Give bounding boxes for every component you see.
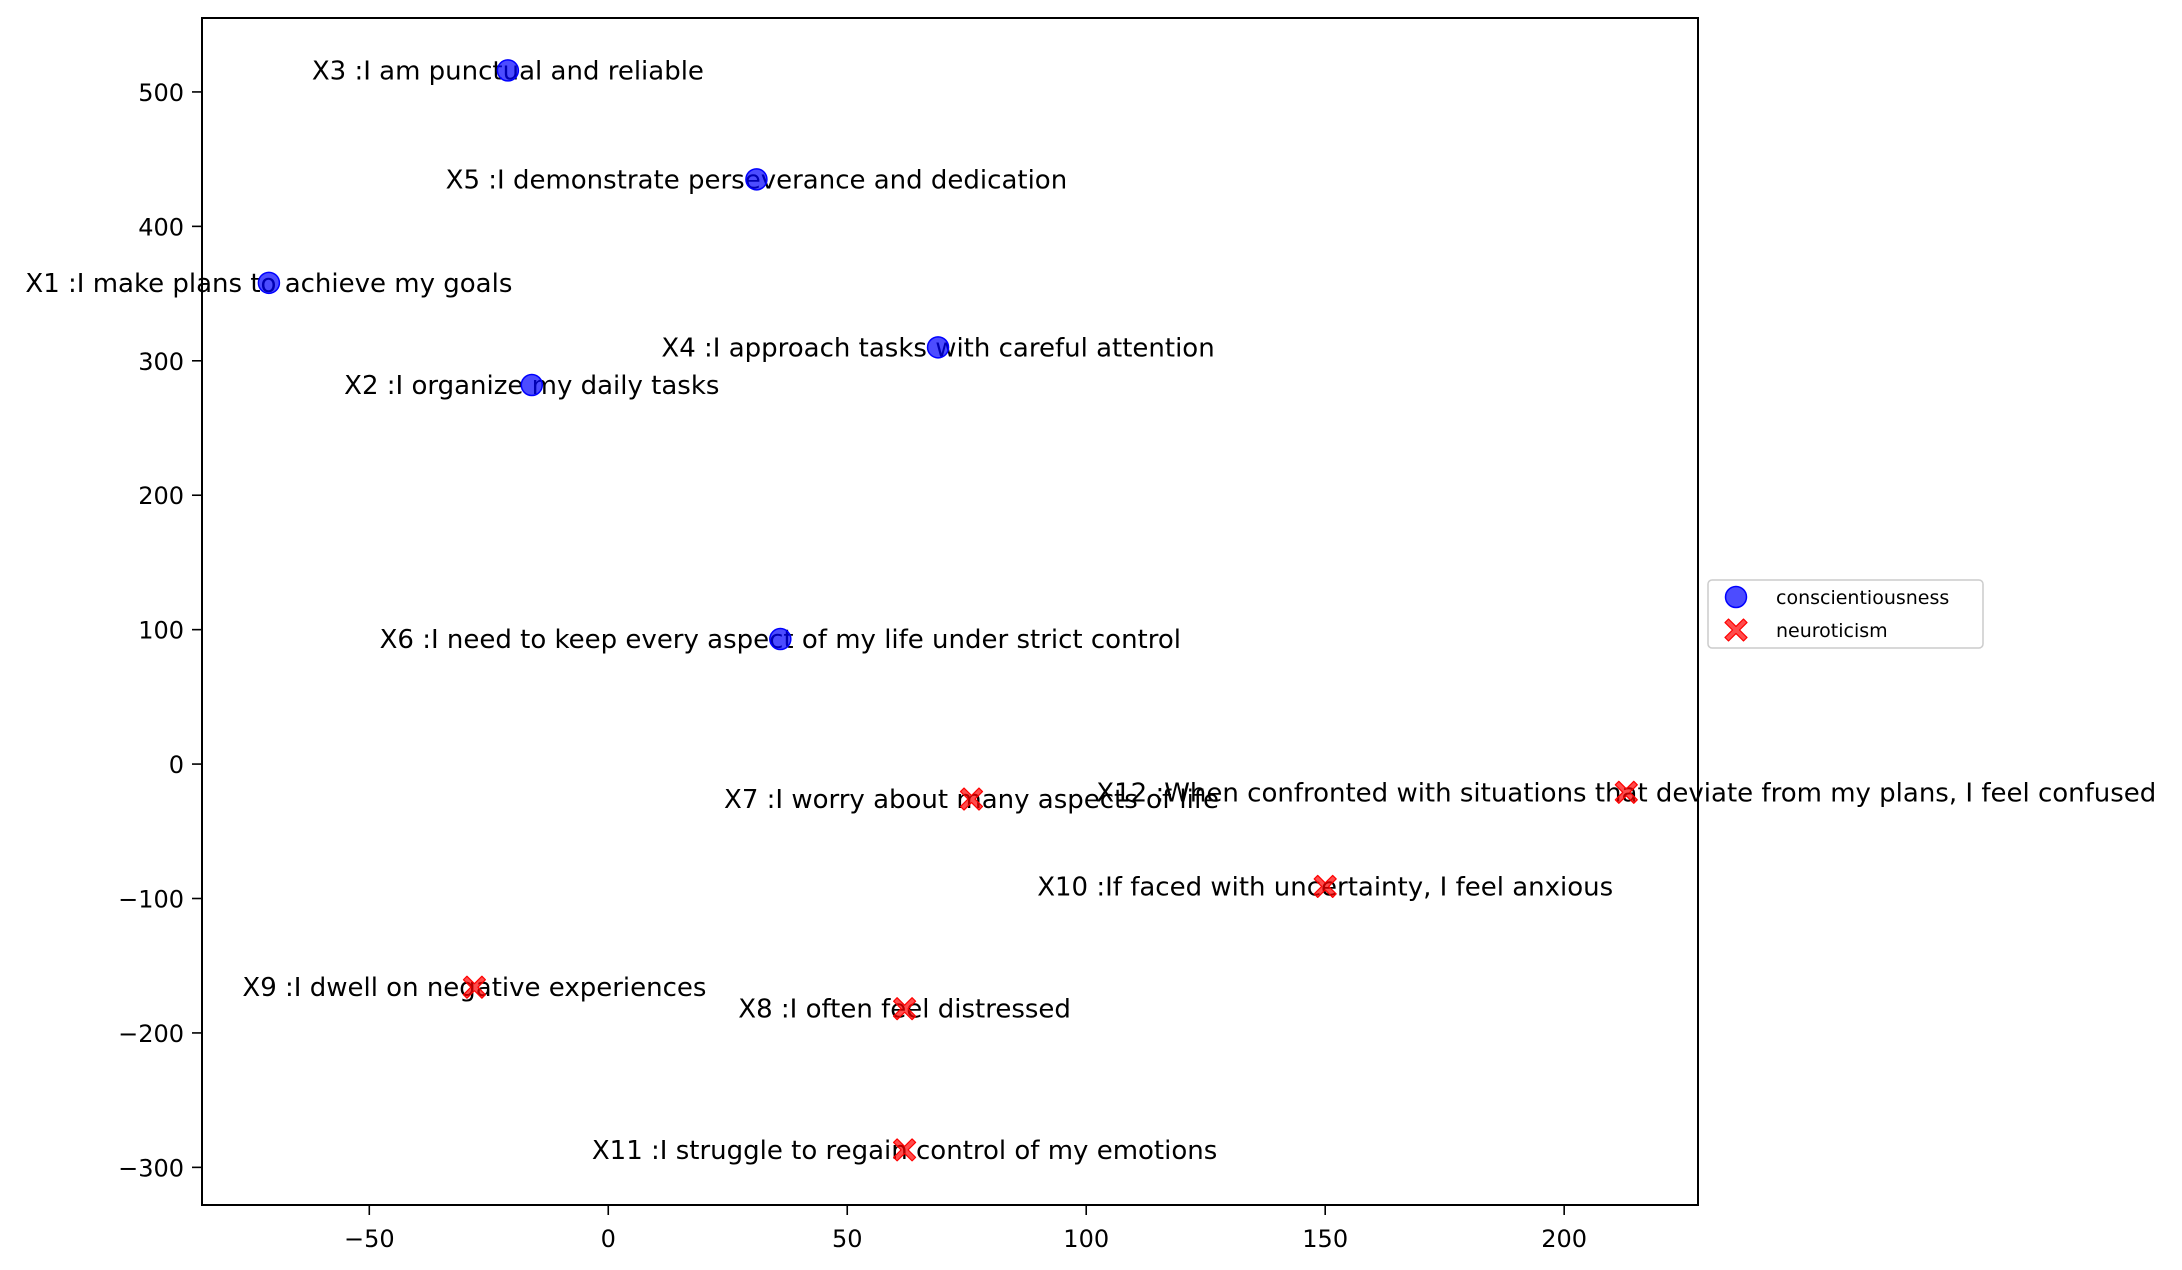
- legend-label-conscientiousness: conscientiousness: [1776, 587, 1949, 609]
- y-tick-label: −200: [118, 1020, 184, 1048]
- legend-label-neuroticism: neuroticism: [1776, 620, 1888, 642]
- legend-box: [1707, 579, 1984, 649]
- data-point-neuroticism: [1614, 780, 1638, 804]
- y-tick-label: 0: [169, 751, 184, 779]
- data-point-neuroticism: [892, 1138, 917, 1162]
- data-point-neuroticism: [892, 997, 917, 1021]
- y-tick-label: −300: [118, 1154, 184, 1182]
- y-tick-label: 100: [138, 617, 184, 645]
- x-tick-label: 100: [1063, 1225, 1109, 1253]
- data-point-conscientiousness: [745, 168, 768, 191]
- legend-marker-conscientiousness: [1724, 585, 1748, 609]
- data-point-conscientiousness: [496, 59, 520, 82]
- data-point-conscientiousness: [926, 336, 950, 359]
- y-tick-label: 200: [138, 482, 184, 510]
- data-point-neuroticism: [1313, 874, 1337, 899]
- y-tick-label: −100: [118, 886, 184, 914]
- y-tick-label: 500: [138, 79, 184, 107]
- data-point-neuroticism: [959, 787, 984, 811]
- x-tick-label: 0: [601, 1225, 616, 1253]
- y-tick-label: 400: [138, 213, 184, 241]
- data-point-conscientiousness: [520, 373, 544, 397]
- plot-frame: [201, 17, 1699, 1206]
- legend-marker-neuroticism: [1724, 618, 1748, 642]
- x-tick-label: 150: [1302, 1225, 1348, 1253]
- data-point-neuroticism: [462, 975, 487, 999]
- x-tick-label: −50: [344, 1225, 395, 1253]
- data-point-conscientiousness: [769, 627, 792, 651]
- data-point-conscientiousness: [257, 271, 281, 295]
- x-tick-label: 200: [1541, 1225, 1587, 1253]
- x-tick-label: 50: [832, 1225, 863, 1253]
- y-tick-label: 300: [138, 348, 184, 376]
